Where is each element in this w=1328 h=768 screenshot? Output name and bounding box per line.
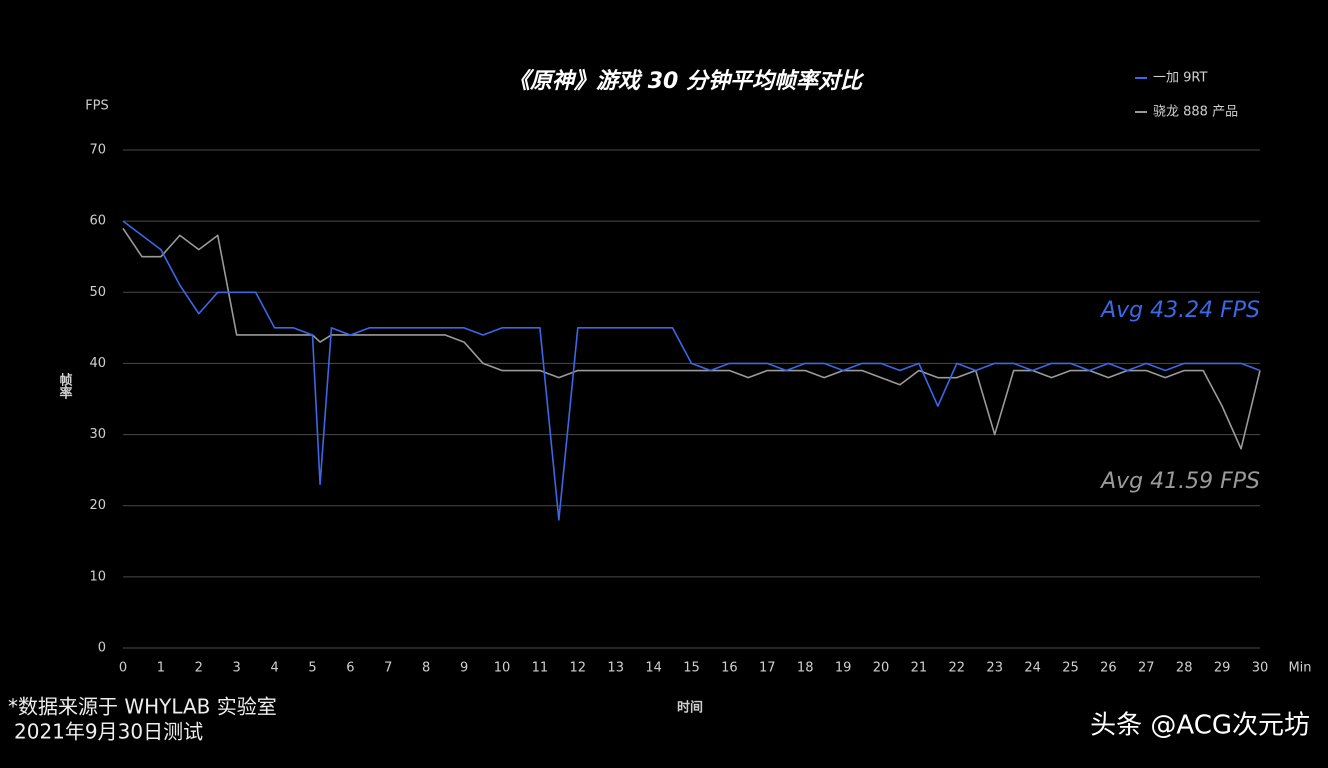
x-tick-label: 3	[233, 661, 241, 676]
x-tick-label: 7	[384, 661, 392, 676]
x-tick-label: 0	[119, 661, 127, 676]
y-tick-label: 60	[89, 214, 106, 229]
x-tick-label: 21	[911, 661, 928, 676]
x-tick-label: 29	[1214, 661, 1231, 676]
x-unit: Min	[1288, 661, 1311, 676]
x-tick-label: 6	[346, 661, 354, 676]
x-tick-label: 2	[195, 661, 203, 676]
x-tick-label: 14	[645, 661, 662, 676]
x-axis-title: 时间	[677, 700, 703, 716]
legend-label: 一加 9RT	[1153, 71, 1207, 86]
y-unit: FPS	[85, 99, 109, 114]
series-line	[122, 227, 1261, 450]
x-tick-label: 30	[1252, 661, 1269, 676]
x-tick-label: 28	[1176, 661, 1193, 676]
footnote: 2021年9月30日测试	[14, 720, 203, 744]
x-tick-label: 5	[308, 661, 316, 676]
y-tick-label: 20	[89, 498, 106, 513]
x-tick-label: 25	[1062, 661, 1079, 676]
chart-title: 《原神》游戏 30 分钟平均帧率对比	[508, 68, 865, 94]
x-tick-label: 27	[1138, 661, 1155, 676]
legend-label: 骁龙 888 产品	[1153, 105, 1238, 120]
x-tick-label: 16	[721, 661, 738, 676]
y-tick-label: 30	[89, 427, 106, 442]
x-tick-label: 26	[1100, 661, 1117, 676]
y-tick-label: 10	[89, 569, 106, 584]
x-tick-label: 4	[270, 661, 278, 676]
series-line	[122, 220, 1261, 521]
x-tick-label: 11	[532, 661, 549, 676]
x-tick-label: 9	[460, 661, 468, 676]
x-tick-label: 12	[570, 661, 587, 676]
annotation: Avg 43.24 FPS	[1099, 298, 1260, 323]
x-tick-label: 20	[873, 661, 890, 676]
x-tick-label: 17	[759, 661, 776, 676]
x-tick-label: 8	[422, 661, 430, 676]
x-tick-label: 22	[949, 661, 966, 676]
x-tick-label: 23	[986, 661, 1003, 676]
y-tick-label: 50	[89, 285, 106, 300]
x-tick-label: 24	[1024, 661, 1041, 676]
y-tick-label: 0	[98, 641, 106, 656]
x-tick-label: 15	[683, 661, 700, 676]
annotation: Avg 41.59 FPS	[1099, 469, 1260, 494]
watermark: 头条 @ACG次元坊	[1090, 711, 1310, 741]
y-axis-title: 帧率	[57, 372, 73, 400]
x-tick-label: 1	[157, 661, 165, 676]
x-tick-label: 19	[835, 661, 852, 676]
y-tick-label: 70	[89, 143, 106, 158]
y-tick-label: 40	[89, 356, 106, 371]
footnote: *数据来源于 WHYLAB 实验室	[8, 695, 277, 719]
x-tick-label: 13	[607, 661, 624, 676]
x-tick-label: 18	[797, 661, 814, 676]
x-tick-label: 10	[494, 661, 511, 676]
